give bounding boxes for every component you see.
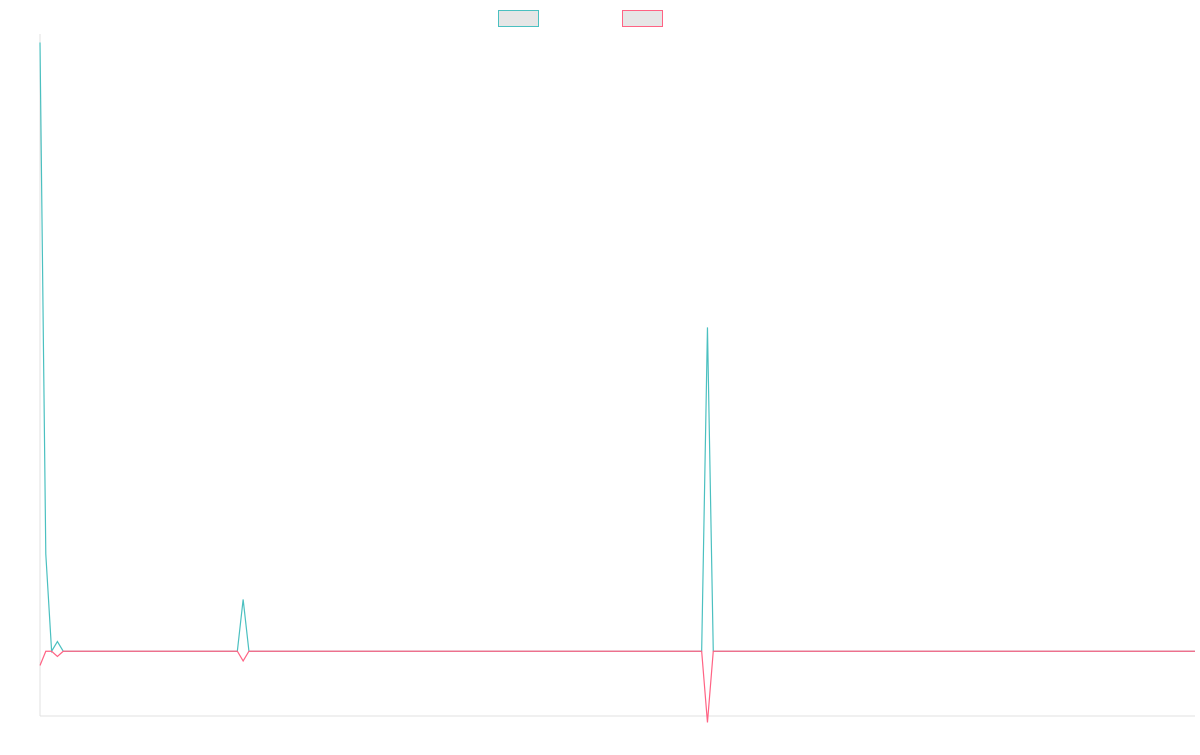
series-line-1 (39, 42, 1195, 654)
series-line-2 (39, 650, 1195, 723)
legend-swatch-1 (498, 10, 539, 27)
legend (498, 10, 663, 27)
series-lines (39, 42, 1195, 723)
legend-swatch-2 (622, 10, 663, 27)
axes (39, 34, 1195, 717)
